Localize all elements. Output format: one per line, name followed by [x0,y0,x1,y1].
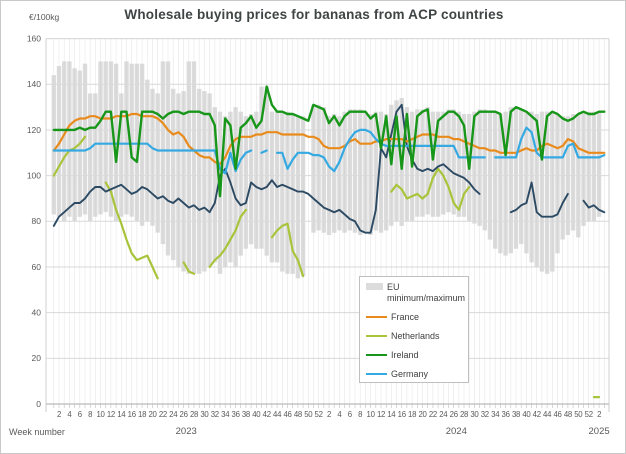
svg-text:22: 22 [429,410,437,419]
svg-text:140: 140 [27,79,41,89]
x-axis-title: Week number [9,427,65,437]
france-line-swatch-icon [366,315,387,318]
legend-item-eu-minmax: EU minimum/maximum [366,282,466,303]
svg-text:44: 44 [543,410,552,419]
x-year-labels: 2023 2024 2025 [176,426,610,437]
svg-text:60: 60 [32,262,42,272]
svg-text:12: 12 [107,410,115,419]
series-line-germany [52,126,606,175]
x-gridlines [53,38,605,404]
legend-label-ireland: Ireland [391,349,419,360]
series-line-france [52,112,606,166]
svg-text:26: 26 [180,410,188,419]
eu-minmax-band [51,61,602,279]
svg-text:52: 52 [585,410,593,419]
svg-text:16: 16 [128,410,136,419]
svg-text:50: 50 [574,410,583,419]
svg-text:6: 6 [348,410,352,419]
svg-text:20: 20 [32,353,42,363]
svg-text:24: 24 [169,410,178,419]
y-tick-labels: 0 20 40 60 80 100 120 140 160 [27,33,41,408]
svg-text:40: 40 [252,410,261,419]
svg-text:36: 36 [232,410,240,419]
chart-title: Wholesale buying prices for bananas from… [124,7,504,22]
svg-text:4: 4 [337,410,342,419]
svg-text:48: 48 [294,410,302,419]
svg-text:12: 12 [377,410,385,419]
legend-label-eu: EU minimum/maximum [387,282,466,303]
svg-text:20: 20 [418,410,427,419]
svg-text:48: 48 [564,410,572,419]
legend-item-france: France [366,312,464,323]
plot-frame [45,38,610,405]
svg-text:2023: 2023 [176,426,197,437]
svg-text:2024: 2024 [446,426,467,437]
svg-text:18: 18 [138,410,146,419]
svg-text:6: 6 [78,410,82,419]
netherlands-line-swatch-icon [366,334,387,337]
svg-text:50: 50 [304,410,313,419]
svg-text:4: 4 [67,410,72,419]
svg-text:30: 30 [200,410,209,419]
series-line-ireland [52,85,606,198]
legend-label-france: France [391,311,420,322]
svg-text:28: 28 [190,410,198,419]
svg-text:2: 2 [597,410,601,419]
svg-text:30: 30 [470,410,479,419]
svg-text:40: 40 [32,307,42,317]
svg-text:14: 14 [387,410,396,419]
x-tick-marks [45,404,610,412]
legend-item-germany: Germany [366,369,464,380]
svg-text:22: 22 [159,410,167,419]
svg-text:42: 42 [533,410,541,419]
svg-text:52: 52 [315,410,323,419]
svg-text:18: 18 [408,410,416,419]
legend-label-germany: Germany [391,368,429,379]
legend-label-netherlands: Netherlands [391,330,440,341]
svg-text:44: 44 [273,410,282,419]
ireland-line-swatch-icon [366,353,387,356]
svg-text:32: 32 [211,410,219,419]
svg-text:8: 8 [358,410,362,419]
svg-text:8: 8 [88,410,92,419]
svg-text:0: 0 [36,399,41,409]
svg-text:160: 160 [27,33,41,43]
legend-item-netherlands: Netherlands [366,331,464,342]
svg-text:38: 38 [512,410,520,419]
svg-text:42: 42 [263,410,271,419]
svg-text:120: 120 [27,125,41,135]
svg-text:100: 100 [27,170,41,180]
svg-text:34: 34 [221,410,230,419]
svg-text:2: 2 [327,410,331,419]
svg-text:46: 46 [283,410,291,419]
eu-band-swatch-icon [366,283,383,290]
germany-line-swatch-icon [366,372,387,375]
svg-text:38: 38 [242,410,250,419]
svg-text:40: 40 [522,410,531,419]
svg-text:2: 2 [57,410,61,419]
svg-text:32: 32 [481,410,489,419]
svg-text:26: 26 [450,410,458,419]
svg-text:46: 46 [553,410,561,419]
svg-text:16: 16 [398,410,406,419]
svg-text:10: 10 [367,410,376,419]
svg-text:36: 36 [502,410,510,419]
svg-text:2025: 2025 [589,426,610,437]
svg-text:10: 10 [96,410,105,419]
y-axis-unit-label: €/100kg [29,12,60,22]
svg-text:28: 28 [460,410,468,419]
svg-text:34: 34 [491,410,500,419]
svg-text:80: 80 [32,216,42,226]
svg-text:20: 20 [148,410,157,419]
legend-item-ireland: Ireland [366,350,464,361]
svg-text:24: 24 [439,410,448,419]
series-line-unlabeled [52,103,606,234]
svg-text:14: 14 [117,410,126,419]
x-tick-labels: 2 4 6 8 10 12 14 16 18 20 22 24 26 28 30 32 34 36 38 40 42 44… [57,410,601,419]
legend: EU minimum/maximum France Netherlands Ir… [359,276,469,383]
